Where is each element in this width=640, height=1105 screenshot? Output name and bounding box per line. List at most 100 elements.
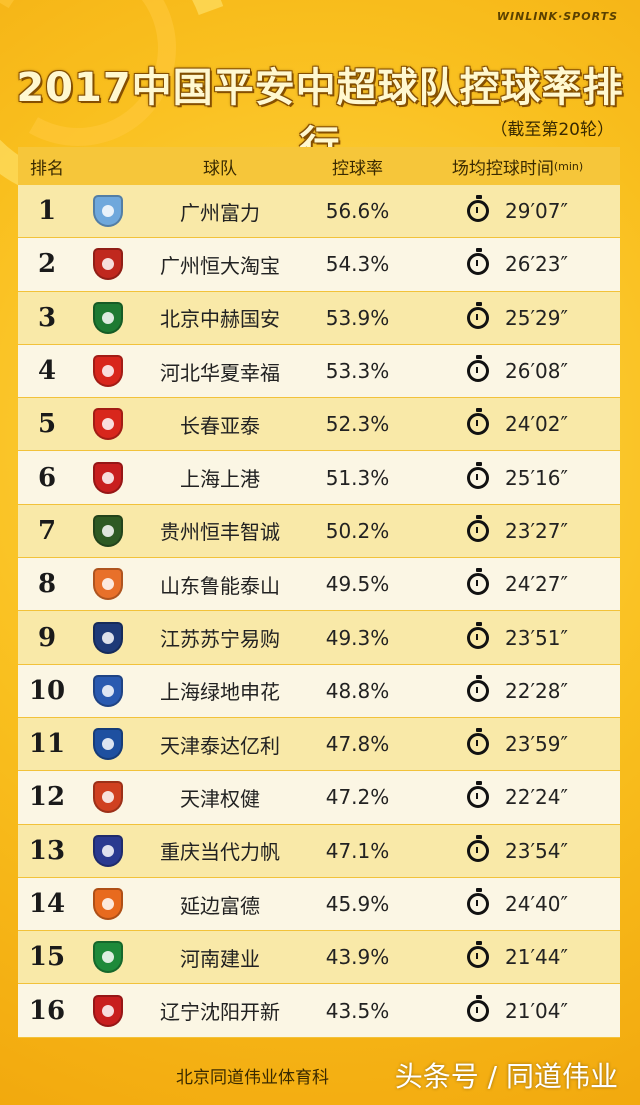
header-rank: 排名 [30, 158, 64, 179]
possession-rate: 53.3% [325, 359, 390, 384]
table-row: 16 辽宁沈阳开新 43.5% 21′04″ [18, 984, 620, 1038]
team-badge-icon [93, 408, 123, 441]
rank-cell: 15 [18, 942, 76, 972]
table-row: 9 江苏苏宁易购 49.3% 23′51″ [18, 611, 620, 665]
badge-emblem [102, 738, 114, 751]
team-badge-icon [93, 461, 123, 494]
badge-emblem [102, 844, 114, 857]
table-row: 14 延边富德 45.9% 24′40″ [18, 877, 620, 932]
footer-watermark: 头条号 / 同道伟业 [394, 1060, 618, 1093]
time-cell: 23′27″ [415, 514, 620, 543]
table-row: 12 天津权健 47.2% 22′24″ [18, 771, 620, 825]
team-name: 长春亚泰 [180, 413, 260, 438]
table-row: 11 天津泰达亿利 47.8% 23′59″ [18, 717, 620, 772]
badge-emblem [102, 578, 114, 591]
possession-time: 23′51″ [505, 625, 568, 650]
team-badge-icon [93, 728, 123, 761]
time-cell: 24′40″ [415, 888, 620, 916]
possession-rate: 48.8% [325, 678, 390, 703]
possession-time: 24′02″ [505, 412, 568, 437]
team-badge-icon [93, 888, 123, 920]
stopwatch-icon [467, 941, 490, 969]
possession-time: 23′54″ [505, 838, 568, 863]
table-row: 7 贵州恒丰智诚 50.2% 23′27″ [18, 504, 620, 559]
possession-time: 21′04″ [505, 998, 568, 1023]
rank-cell: 8 [18, 569, 76, 599]
possession-time: 26′23″ [505, 252, 568, 277]
stopwatch-icon [467, 355, 490, 383]
rank-number: 13 [28, 835, 66, 866]
team-name: 河北华夏幸福 [160, 360, 280, 385]
stopwatch-icon [467, 195, 490, 223]
logo-cell [76, 728, 140, 761]
team-name: 天津泰达亿利 [160, 733, 280, 758]
rank-number: 5 [37, 409, 57, 440]
team-badge-icon [93, 834, 123, 867]
team-name: 广州恒大淘宝 [160, 253, 280, 278]
badge-emblem [102, 898, 114, 910]
logo-cell [76, 301, 140, 334]
brand-logo-text: WINLINK·SPORTS [496, 10, 618, 23]
logo-cell [76, 621, 140, 654]
logo-cell [76, 248, 140, 281]
ranking-table: 排名 球队 控球率 场均控球时间 (min) 1 广州富力 56.6% 29′07″ 2 广… [18, 147, 620, 1038]
badge-emblem [102, 365, 114, 378]
rank-cell: 12 [18, 782, 76, 812]
time-cell: 29′07″ [415, 195, 620, 223]
time-cell: 22′28″ [415, 674, 620, 703]
possession-rate: 53.9% [325, 305, 390, 330]
team-name: 上海上港 [180, 467, 260, 492]
logo-cell [76, 514, 140, 547]
rank-number: 1 [37, 196, 57, 227]
table-row: 5 长春亚泰 52.3% 24′02″ [18, 398, 620, 452]
rank-number: 7 [37, 515, 57, 546]
rank-number: 12 [28, 782, 66, 813]
rank-number: 10 [28, 675, 66, 706]
rank-cell: 5 [18, 409, 76, 439]
table-row: 1 广州富力 56.6% 29′07″ [18, 185, 620, 239]
possession-time: 25′29″ [505, 305, 568, 330]
logo-cell [76, 781, 140, 814]
rank-number: 2 [37, 249, 57, 280]
table-row: 10 上海绿地申花 48.8% 22′28″ [18, 664, 620, 718]
possession-time: 23′59″ [505, 732, 568, 757]
time-cell: 23′59″ [415, 728, 620, 757]
table-row: 8 山东鲁能泰山 49.5% 24′27″ [18, 558, 620, 612]
possession-time: 24′27″ [505, 572, 568, 597]
rank-cell: 7 [18, 516, 76, 546]
rank-cell: 10 [18, 676, 76, 706]
logo-cell [76, 674, 140, 707]
rank-cell: 13 [18, 836, 76, 866]
header-time-unit: (min) [553, 159, 584, 173]
possession-time: 23′27″ [505, 518, 568, 543]
table-body: 1 广州富力 56.6% 29′07″ 2 广州恒大淘宝 54.3% 26′23″ 3 北京中赫国… [18, 185, 620, 1038]
footer-organization: 北京同道伟业体育科 [176, 1068, 329, 1088]
possession-rate: 54.3% [325, 252, 390, 277]
rank-cell: 2 [18, 249, 76, 279]
possession-rate: 47.1% [325, 838, 390, 863]
possession-time: 26′08″ [505, 359, 568, 384]
stopwatch-icon [467, 514, 490, 542]
header-time: 场均控球时间 (min) [415, 154, 620, 179]
possession-time: 25′16″ [505, 465, 568, 490]
team-badge-icon [93, 355, 123, 388]
time-cell: 23′54″ [415, 834, 620, 863]
stopwatch-icon [467, 568, 490, 596]
rank-cell: 14 [18, 889, 76, 919]
logo-cell [76, 568, 140, 601]
team-badge-icon [93, 781, 123, 814]
possession-time: 24′40″ [505, 892, 568, 916]
rank-cell: 3 [18, 303, 76, 333]
stopwatch-icon [467, 301, 490, 329]
time-cell: 24′27″ [415, 568, 620, 597]
team-name: 河南建业 [180, 946, 260, 971]
team-badge-icon [93, 674, 123, 707]
team-name: 重庆当代力帆 [160, 840, 280, 865]
rank-cell: 16 [18, 996, 76, 1026]
logo-cell [76, 195, 140, 228]
stopwatch-icon [467, 621, 490, 649]
team-name: 天津权健 [180, 786, 260, 811]
possession-rate: 51.3% [325, 465, 390, 490]
table-row: 6 上海上港 51.3% 25′16″ [18, 451, 620, 505]
team-badge-icon [93, 621, 123, 654]
